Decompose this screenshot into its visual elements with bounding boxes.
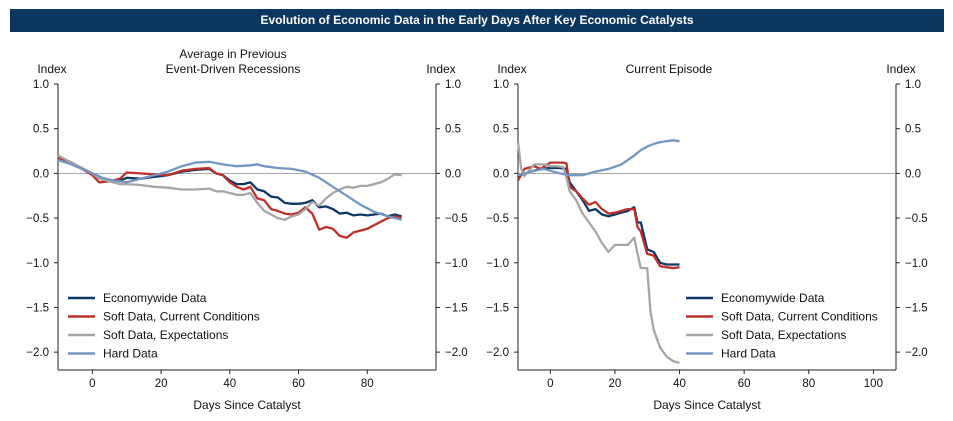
series-line-current [516, 161, 680, 270]
y-tick-label-right: −0.5 [445, 213, 468, 225]
x-axis-label: Days Since Catalyst [193, 398, 301, 412]
legend-label-current: Soft Data, Current Conditions [103, 310, 260, 324]
y-tick-label-right: −2.0 [445, 347, 468, 359]
figure-title: Evolution of Economic Data in the Early … [260, 13, 694, 27]
y-tick-label-right: 0.5 [905, 124, 921, 136]
series-line-expectations [57, 154, 402, 221]
y-tick-label-left: 0.5 [493, 124, 509, 136]
chart-title: Event-Driven Recessions [166, 62, 301, 76]
x-axis-label: Days Since Catalyst [653, 398, 761, 412]
y-tick-label-right: −0.5 [905, 213, 928, 225]
series-line-expectations [516, 141, 680, 364]
x-tick-label: 100 [864, 378, 883, 390]
x-tick-label: 20 [155, 378, 168, 390]
y-tick-label-left: 0.0 [33, 168, 49, 180]
x-tick-label: 80 [802, 378, 815, 390]
title-bar: Evolution of Economic Data in the Early … [10, 9, 944, 32]
y-tick-label-left: 1.0 [33, 79, 49, 91]
y-tick-label-right: −2.0 [905, 347, 928, 359]
y-axis-label-right: Index [426, 62, 455, 76]
legend-label-expectations: Soft Data, Expectations [721, 328, 846, 342]
chart-panel-right: 1.0 1.0 0.5 0.5 0.0 0.0 −0.5 −0.5 −1.0 −1.0 −1.5 −1… [486, 62, 927, 412]
y-tick-label-right: 0.5 [445, 124, 461, 136]
y-tick-label-left: 0.0 [493, 168, 509, 180]
legend-label-economywide: Economywide Data [103, 291, 207, 305]
chart-panel-left: 1.0 1.0 0.5 0.5 0.0 0.0 −0.5 −0.5 −1.0 −1.0 −1.5 −1… [26, 47, 467, 412]
y-tick-label-left: −1.0 [26, 258, 49, 270]
y-tick-label-left: −0.5 [26, 213, 49, 225]
series-line-hard [517, 139, 680, 177]
y-tick-label-left: −1.5 [26, 302, 49, 314]
legend: Economywide Data Soft Data, Current Condi… [686, 291, 878, 361]
x-tick-label: 40 [223, 378, 236, 390]
series-line-hard [57, 158, 402, 221]
y-tick-label-left: −1.0 [486, 258, 509, 270]
x-tick-label: 80 [361, 378, 374, 390]
y-tick-label-left: 0.5 [33, 124, 49, 136]
y-axis-label-right: Index [886, 62, 915, 76]
legend-label-hard: Hard Data [103, 347, 158, 361]
x-tick-label: 40 [673, 378, 686, 390]
x-tick-label: 20 [609, 378, 622, 390]
series-line-current [57, 156, 402, 239]
y-tick-label-left: −2.0 [26, 347, 49, 359]
x-tick-label: 0 [547, 378, 553, 390]
x-tick-label: 0 [89, 378, 95, 390]
y-tick-label-right: 1.0 [905, 79, 921, 91]
y-tick-label-right: −1.0 [905, 258, 928, 270]
y-tick-label-left: −0.5 [486, 213, 509, 225]
y-tick-label-right: 0.0 [905, 168, 921, 180]
series-line-economywide [517, 166, 680, 266]
y-tick-label-right: 0.0 [445, 168, 461, 180]
legend-label-current: Soft Data, Current Conditions [721, 310, 878, 324]
y-tick-label-left: 1.0 [493, 79, 509, 91]
x-tick-label: 60 [738, 378, 751, 390]
y-tick-label-right: −1.5 [445, 302, 468, 314]
x-tick-label: 60 [292, 378, 305, 390]
y-tick-label-left: −2.0 [486, 347, 509, 359]
legend-label-hard: Hard Data [721, 347, 776, 361]
y-tick-label-right: 1.0 [445, 79, 461, 91]
legend: Economywide Data Soft Data, Current Condi… [68, 291, 260, 361]
y-tick-label-right: −1.5 [905, 302, 928, 314]
y-axis-label-left: Index [497, 62, 526, 76]
legend-label-economywide: Economywide Data [721, 291, 825, 305]
y-tick-label-left: −1.5 [486, 302, 509, 314]
chart-title: Average in Previous [179, 47, 286, 61]
legend-label-expectations: Soft Data, Expectations [103, 328, 228, 342]
chart-title: Current Episode [626, 62, 713, 76]
series-line-economywide [57, 156, 402, 218]
y-axis-label-left: Index [37, 62, 66, 76]
y-tick-label-right: −1.0 [445, 258, 468, 270]
